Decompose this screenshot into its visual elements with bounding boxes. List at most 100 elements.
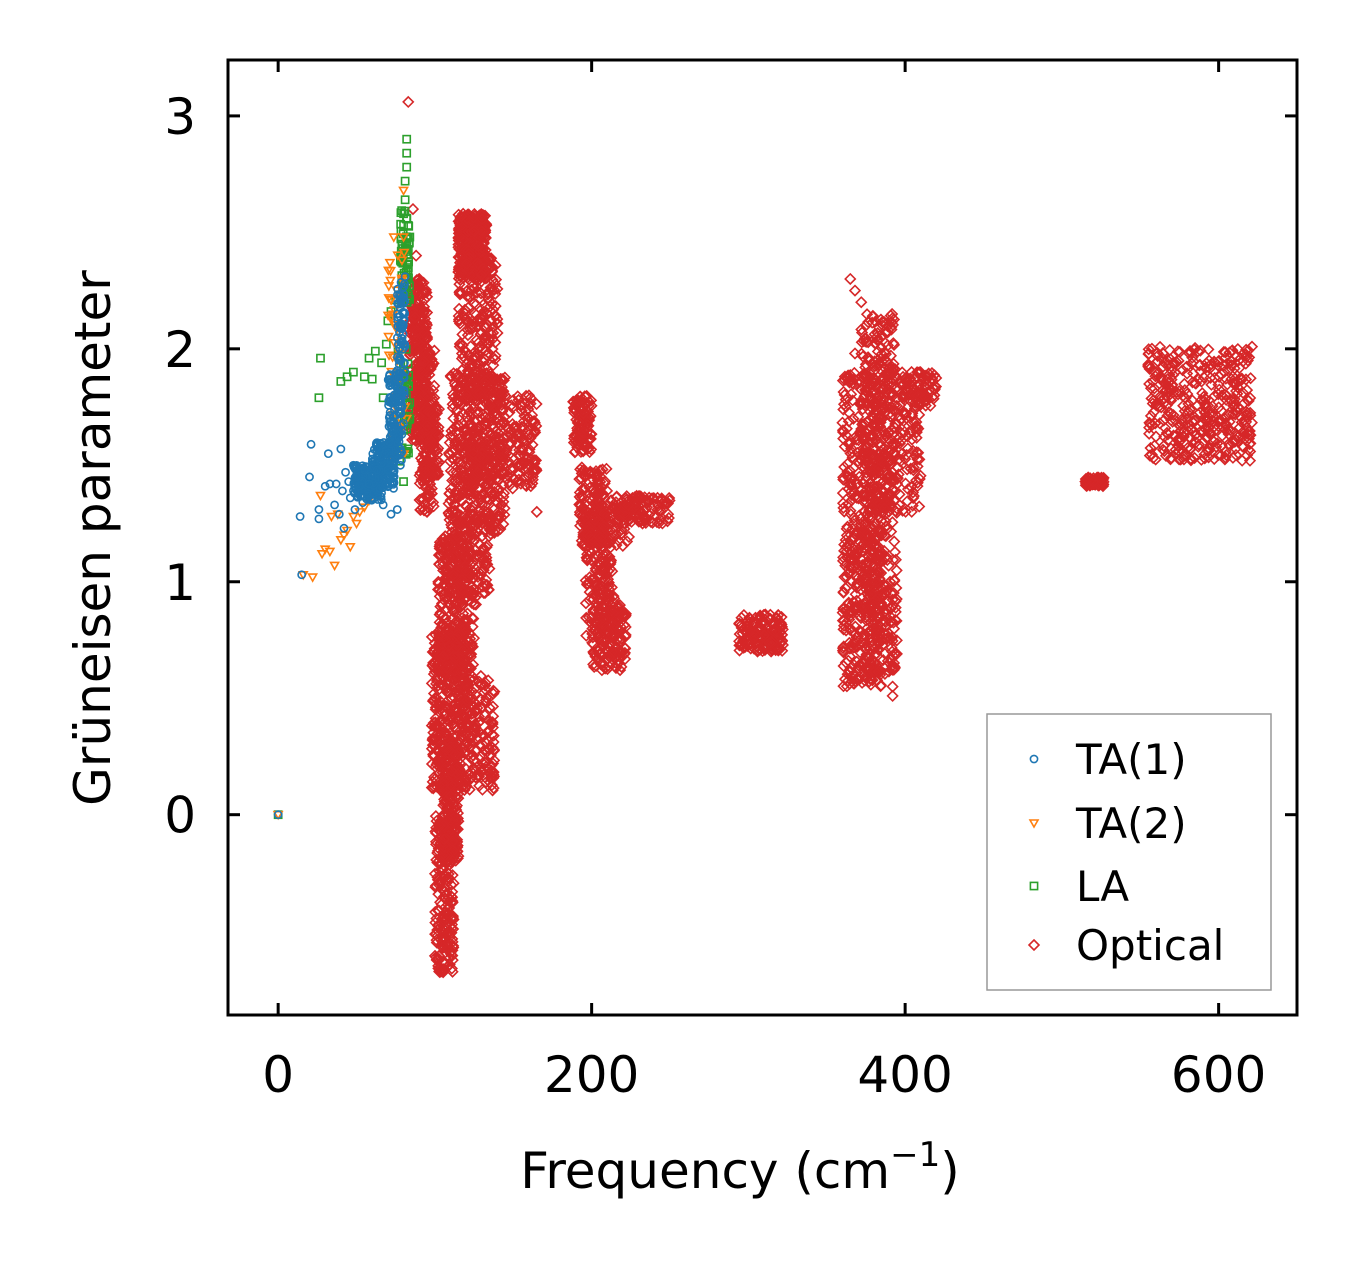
data-point [447, 740, 461, 753]
data-point [419, 368, 432, 381]
data-point [477, 305, 490, 319]
data-point [517, 435, 530, 448]
data-point [482, 251, 496, 264]
data-point [429, 880, 442, 894]
data-point [468, 440, 481, 453]
data-point [598, 475, 612, 488]
data-point [434, 857, 447, 870]
data-point [513, 443, 526, 457]
data-point [423, 440, 436, 453]
data-point [434, 600, 447, 613]
data-point [452, 238, 465, 251]
data-point [418, 304, 431, 318]
data-point [420, 286, 433, 299]
data-point [437, 799, 450, 812]
data-point [622, 499, 635, 512]
data-point [448, 624, 461, 637]
data-point [456, 221, 469, 234]
data-point [464, 340, 477, 353]
data-point [441, 906, 455, 920]
data-point [434, 633, 447, 646]
data-point [632, 490, 645, 503]
data-point [417, 376, 430, 389]
data-point [444, 814, 457, 827]
data-point [530, 397, 543, 411]
data-point [488, 685, 501, 698]
data-point [462, 767, 475, 781]
data-point [588, 616, 601, 629]
data-point [486, 717, 499, 731]
data-point [433, 918, 446, 932]
data-point [636, 517, 649, 530]
data-point [515, 459, 528, 472]
data-point [473, 358, 486, 371]
data-point [581, 577, 594, 590]
data-point [487, 389, 500, 403]
data-point [487, 781, 500, 795]
data-point [497, 431, 510, 444]
data-point [600, 462, 613, 475]
data-point [775, 620, 789, 633]
data-point [487, 283, 501, 297]
data-point [467, 297, 481, 310]
data-point [467, 754, 480, 767]
data-point [445, 922, 458, 935]
data-point [769, 624, 782, 637]
data-point [591, 627, 604, 640]
data-point [426, 732, 440, 745]
data-point [763, 636, 776, 650]
data-point [446, 885, 459, 898]
data-point [478, 504, 491, 517]
data-point [588, 572, 601, 585]
data-point [444, 896, 458, 909]
data-point [461, 545, 474, 558]
data-point [601, 586, 614, 600]
data-point [597, 487, 610, 501]
data-point [447, 939, 460, 952]
data-point [446, 869, 459, 882]
data-point [438, 774, 451, 787]
data-point [467, 447, 480, 460]
data-point [430, 454, 443, 467]
data-point [418, 355, 431, 368]
data-point [453, 278, 466, 291]
data-point [455, 267, 468, 280]
data-point [585, 617, 598, 630]
data-point [519, 405, 532, 418]
data-point [452, 537, 465, 550]
data-point [520, 479, 533, 493]
data-point [453, 439, 466, 453]
data-point [467, 535, 480, 548]
data-point [429, 729, 443, 742]
data-point [472, 425, 485, 438]
data-point [429, 810, 443, 823]
data-point [460, 771, 473, 784]
data-point [447, 812, 460, 825]
data-point [447, 391, 460, 404]
data-point [437, 819, 450, 832]
data-point [655, 497, 669, 511]
data-point [462, 741, 475, 755]
data-point [773, 631, 787, 644]
data-point [486, 716, 499, 729]
data-point [479, 344, 492, 357]
data-point [429, 825, 442, 838]
data-point [450, 529, 464, 542]
data-point [470, 280, 483, 293]
data-point [608, 642, 621, 655]
data-point [478, 418, 492, 431]
data-point [576, 403, 590, 417]
data-point [432, 949, 446, 962]
data-point [459, 516, 473, 530]
data-point [447, 550, 460, 563]
data-point [455, 210, 468, 223]
data-point [445, 370, 458, 383]
data-point [418, 388, 432, 401]
data-point [455, 347, 469, 360]
data-point [465, 319, 478, 332]
data-point [614, 620, 627, 633]
data-point [612, 507, 625, 520]
data-point [589, 558, 603, 571]
data-point [439, 562, 452, 576]
data-point [505, 423, 518, 437]
